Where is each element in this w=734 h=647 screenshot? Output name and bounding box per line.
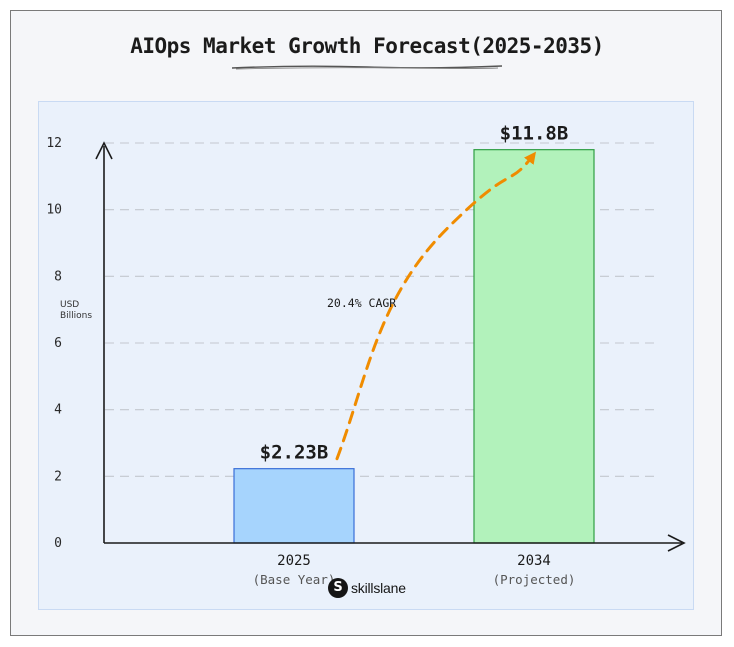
y-tick-label: 8 [54, 269, 62, 284]
y-axis-arrowhead [95, 141, 113, 160]
brand-logo: S skillslane [328, 577, 406, 599]
data-label-2034: $11.8B [500, 123, 569, 145]
cagr-trend: 20.4% CAGR [327, 150, 538, 461]
x-tick-label: 2034 [517, 553, 551, 569]
y-tick-label: 0 [54, 536, 62, 551]
gridlines [105, 142, 660, 477]
y-tick-labels: 0 2 4 6 8 10 12 [46, 136, 62, 551]
x-tick-sublabel: (Base Year) [253, 572, 336, 587]
bars [233, 149, 595, 544]
cagr-annotation: 20.4% CAGR [327, 296, 396, 310]
y-tick-label: 12 [46, 136, 62, 151]
x-tick-label: 2025 [277, 553, 311, 569]
data-label-2025: $2.23B [260, 442, 329, 464]
cagr-trend-arrow [335, 150, 538, 461]
y-axis-label: USD Billions [60, 300, 93, 321]
title-underline [231, 65, 503, 70]
chart-title: AIOps Market Growth Forecast(2025-2035) [130, 34, 604, 58]
category-labels: 2025 (Base Year) 2034 (Projected) [253, 553, 576, 587]
bar-2034 [473, 149, 595, 544]
brand-name: skillslane [351, 580, 406, 596]
x-axis-arrowhead [667, 534, 686, 552]
data-labels: $2.23B $11.8B [260, 123, 569, 464]
y-tick-label: 6 [54, 336, 62, 351]
y-tick-label: 4 [54, 403, 62, 418]
x-tick-sublabel: (Projected) [493, 572, 576, 587]
skillslane-logo-icon: S [328, 578, 348, 598]
bar-2025 [233, 468, 355, 544]
y-tick-label: 10 [46, 203, 62, 218]
y-tick-label: 2 [54, 469, 62, 484]
